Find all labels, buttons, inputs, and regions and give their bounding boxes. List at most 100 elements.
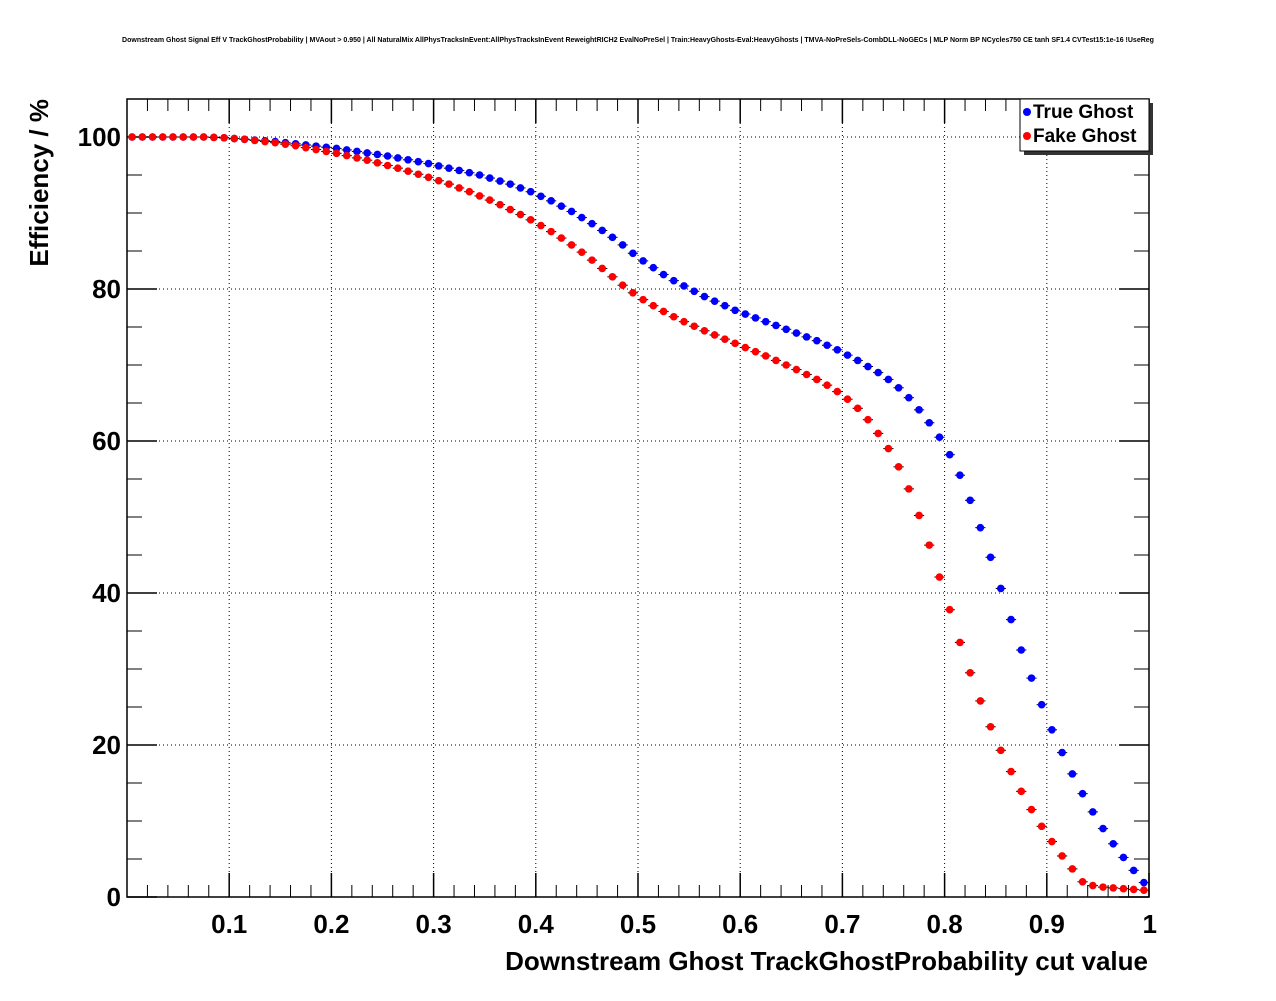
data-point [884,444,893,453]
data-point [986,553,995,562]
data-point [394,164,402,172]
data-point [1109,884,1118,892]
data-point [669,312,678,321]
data-point [1017,787,1026,796]
x-tick-label: 0.7 [824,909,860,939]
data-point [761,317,770,326]
legend-label-true-ghost: True Ghost [1033,102,1134,123]
data-point [618,241,627,249]
data-point [281,140,290,149]
data-point [557,202,566,210]
data-point [598,226,607,235]
data-point [997,746,1005,755]
data-point [210,133,218,142]
data-point [608,273,617,281]
data-point [761,352,770,360]
data-point [486,196,494,204]
data-point [199,133,208,141]
data-point [394,154,402,162]
y-axis-title: Efficiency / % [24,99,54,267]
x-tick-label: 0.3 [416,909,452,939]
data-point [853,356,862,365]
data-point [516,184,525,192]
data-point [434,176,443,185]
data-point [833,346,842,354]
data-point [629,289,637,297]
data-point [465,187,474,196]
data-point [986,722,995,731]
x-tick-label: 0.8 [927,909,963,939]
data-point [700,292,709,301]
data-point [261,137,269,146]
data-point [506,205,515,214]
data-point [659,270,668,279]
data-point [1109,840,1118,848]
data-point [1129,866,1138,875]
data-point [802,370,811,379]
x-tick-label: 0.5 [620,909,656,939]
data-point [680,317,688,326]
data-point [1068,770,1077,778]
data-point [976,523,985,532]
data-point [373,150,382,159]
x-tick-label: 1 [1143,909,1157,939]
data-point [853,404,862,413]
data-point [526,216,535,224]
data-point [649,301,658,310]
data-point [639,295,647,304]
data-point [1068,865,1077,873]
data-point [1088,808,1097,816]
data-point [353,154,361,162]
grid-layer [127,99,1149,897]
data-point [240,135,249,144]
data-point [884,375,893,384]
data-point [1099,824,1107,833]
data-point [475,171,484,179]
data-point [537,221,545,230]
data-point [874,368,882,377]
data-point [894,463,903,471]
data-point [966,496,974,505]
data-point [577,248,586,256]
data-point [997,584,1005,593]
data-point [230,134,239,143]
data-point [1058,852,1066,860]
data-point [1048,726,1056,734]
data-layer [127,133,1149,894]
data-point [680,282,688,290]
data-point [537,192,545,201]
data-point [486,174,494,182]
data-point [342,151,351,160]
legend-label-fake-ghost: Fake Ghost [1033,126,1137,147]
data-point [424,173,433,182]
legend-marker-fake-ghost [1023,132,1031,140]
data-point [588,219,596,228]
data-point [577,213,586,222]
data-point [935,573,944,581]
data-point [782,361,790,369]
data-point [649,263,658,272]
data-point [148,133,157,141]
data-point [935,433,944,442]
data-point [414,157,423,166]
data-point [956,471,964,480]
y-tick-label: 60 [92,426,121,456]
y-tick-label: 40 [92,578,121,608]
data-point [128,133,136,141]
data-point [506,180,515,188]
data-point [445,164,453,172]
data-point [823,341,831,350]
data-point [547,227,555,236]
x-tick-label: 0.9 [1029,909,1065,939]
data-point [731,306,739,315]
data-point [945,450,954,459]
data-point [189,133,198,141]
data-point [721,301,729,310]
data-point [874,429,882,438]
data-point [813,375,821,384]
data-point [792,365,801,374]
data-point [404,156,412,164]
